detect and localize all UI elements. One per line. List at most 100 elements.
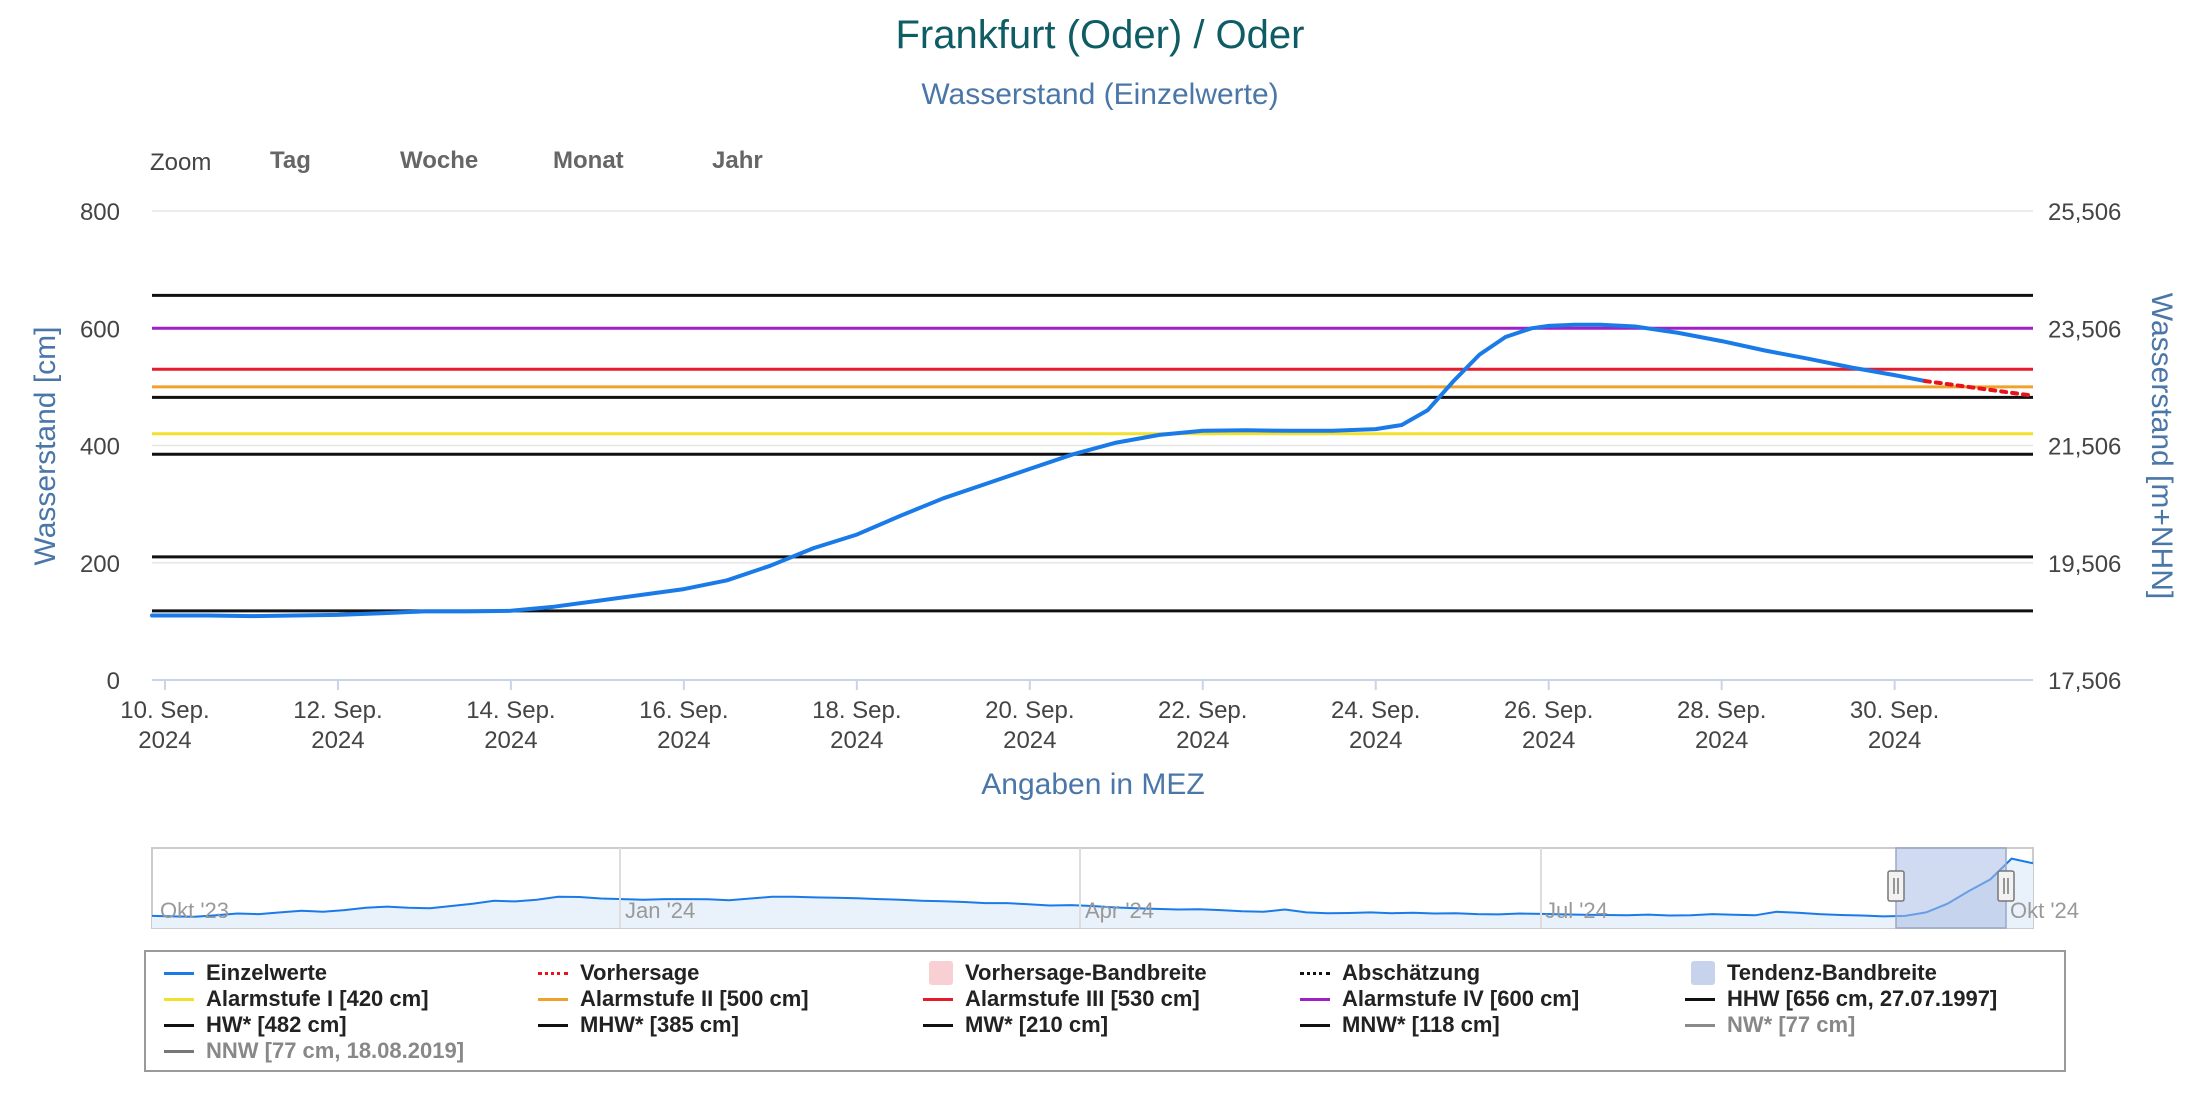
legend-item[interactable]: Alarmstufe IV [600 cm] xyxy=(1298,986,1579,1012)
x-tick-label-year: 2024 xyxy=(1003,727,1056,754)
legend-item[interactable]: HHW [656 cm, 27.07.1997] xyxy=(1683,986,1997,1012)
legend-label: HW* [482 cm] xyxy=(206,1012,347,1037)
legend-symbol xyxy=(162,1012,196,1038)
legend-swatch xyxy=(1685,1024,1715,1027)
x-tick-label: 18. Sep. xyxy=(812,697,901,724)
y-tick-label-left: 600 xyxy=(80,316,120,343)
x-tick-label-year: 2024 xyxy=(1176,727,1229,754)
x-tick-label-year: 2024 xyxy=(311,727,364,754)
forecast-series-line xyxy=(1922,379,2035,398)
legend-item[interactable]: Alarmstufe I [420 cm] xyxy=(162,986,429,1012)
legend-swatch xyxy=(538,998,568,1001)
legend-item[interactable]: Abschätzung xyxy=(1298,960,1480,986)
legend-item[interactable]: Tendenz-Bandbreite xyxy=(1683,960,1937,986)
navigator[interactable]: Okt '23 Jan '24 Apr '24 Jul '24 Okt '24 xyxy=(151,847,2079,929)
zoom-button-monat[interactable]: Monat xyxy=(553,147,624,174)
legend-item[interactable]: Vorhersage xyxy=(536,960,699,986)
series-lines xyxy=(150,322,2035,619)
legend-symbol xyxy=(1298,1012,1332,1038)
x-tick-label: 12. Sep. xyxy=(293,697,382,724)
navigator-selection[interactable] xyxy=(1895,847,2007,929)
y-tick-label-left: 200 xyxy=(80,551,120,578)
legend: Einzelwerte Vorhersage Vorhersage-Bandbrei… xyxy=(144,950,2066,1072)
x-tick-label-year: 2024 xyxy=(138,727,191,754)
legend-item[interactable]: HW* [482 cm] xyxy=(162,1012,347,1038)
legend-label: MHW* [385 cm] xyxy=(580,1012,739,1037)
legend-label: Einzelwerte xyxy=(206,960,328,985)
y-tick-label-left: 0 xyxy=(107,668,120,695)
legend-label: HHW [656 cm, 27.07.1997] xyxy=(1727,986,1998,1011)
measured-series-line xyxy=(150,322,1927,619)
legend-swatch xyxy=(923,998,953,1001)
legend-swatch xyxy=(164,1024,194,1027)
navigator-label: Jan '24 xyxy=(625,898,695,923)
zoom-button-woche[interactable]: Woche xyxy=(400,147,478,174)
y-tick-label-right: 19,506 xyxy=(2048,551,2121,578)
x-tick-label: 24. Sep. xyxy=(1331,697,1420,724)
legend-item[interactable]: MW* [210 cm] xyxy=(921,1012,1108,1038)
y-tick-label-left: 800 xyxy=(80,199,120,226)
legend-swatch xyxy=(1300,998,1330,1001)
x-tick-label: 30. Sep. xyxy=(1850,697,1939,724)
legend-item[interactable]: MNW* [118 cm] xyxy=(1298,1012,1500,1038)
x-tick-label: 28. Sep. xyxy=(1677,697,1766,724)
y-axis-left-label: Wasserstand [cm] xyxy=(29,327,62,566)
y-tick-label-right: 23,506 xyxy=(2048,316,2121,343)
x-axis-label: Angaben in MEZ xyxy=(981,768,1204,801)
x-tick-label-year: 2024 xyxy=(1868,727,1921,754)
legend-label: NNW [77 cm, 18.08.2019] xyxy=(206,1038,465,1063)
x-tick-label: 16. Sep. xyxy=(639,697,728,724)
legend-symbol xyxy=(536,1012,570,1038)
legend-label: MNW* [118 cm] xyxy=(1342,1012,1500,1037)
legend-item[interactable]: Einzelwerte xyxy=(162,960,327,986)
navigator-handle-body[interactable] xyxy=(1887,870,1905,902)
legend-label: Alarmstufe IV [600 cm] xyxy=(1342,986,1580,1011)
legend-symbol xyxy=(1683,986,1717,1012)
navigator-handle[interactable] xyxy=(1997,870,2015,902)
navigator-series-line xyxy=(151,857,2034,918)
legend-symbol xyxy=(921,960,955,986)
x-tick-label-year: 2024 xyxy=(1695,727,1748,754)
legend-swatch xyxy=(1300,972,1330,975)
legend-swatch xyxy=(164,1050,194,1053)
legend-symbol xyxy=(1298,960,1332,986)
x-tick-label: 10. Sep. xyxy=(120,697,209,724)
zoom-button-jahr[interactable]: Jahr xyxy=(712,147,763,174)
legend-swatch xyxy=(164,972,194,975)
legend-symbol xyxy=(1683,960,1717,986)
y-axis-right-label: Wasserstand [m+NHN] xyxy=(2145,293,2178,599)
legend-label: Vorhersage-Bandbreite xyxy=(965,960,1207,985)
legend-item[interactable]: MHW* [385 cm] xyxy=(536,1012,739,1038)
legend-swatch xyxy=(1685,998,1715,1001)
legend-symbol xyxy=(921,1012,955,1038)
legend-swatch xyxy=(1691,961,1715,985)
zoom-button-tag[interactable]: Tag xyxy=(270,147,311,174)
x-tick-label-year: 2024 xyxy=(657,727,710,754)
x-axis: 10. Sep. 2024 12. Sep. 2024 14. Sep. 2024 16. … xyxy=(120,680,1939,754)
legend-swatch xyxy=(923,1024,953,1027)
y-tick-label-right: 25,506 xyxy=(2048,199,2121,226)
legend-label: Tendenz-Bandbreite xyxy=(1727,960,1937,985)
navigator-area xyxy=(152,858,2033,928)
legend-label: Alarmstufe I [420 cm] xyxy=(206,986,429,1011)
x-tick-label: 22. Sep. xyxy=(1158,697,1247,724)
legend-symbol xyxy=(162,1038,196,1064)
y-tick-label-right: 17,506 xyxy=(2048,668,2121,695)
threshold-lines xyxy=(152,293,2033,613)
legend-label: Vorhersage xyxy=(580,960,700,985)
x-tick-label: 26. Sep. xyxy=(1504,697,1593,724)
navigator-handle[interactable] xyxy=(1887,870,1905,902)
legend-label: NW* [77 cm] xyxy=(1727,1012,1856,1037)
legend-swatch xyxy=(538,1024,568,1027)
navigator-handle-body[interactable] xyxy=(1997,870,2015,902)
legend-item[interactable]: Alarmstufe III [530 cm] xyxy=(921,986,1200,1012)
navigator-label: Apr '24 xyxy=(1085,898,1154,923)
legend-symbol xyxy=(1298,986,1332,1012)
legend-item[interactable]: Vorhersage-Bandbreite xyxy=(921,960,1207,986)
legend-item[interactable]: Alarmstufe II [500 cm] xyxy=(536,986,809,1012)
legend-item[interactable]: NNW [77 cm, 18.08.2019] xyxy=(162,1038,464,1064)
legend-item[interactable]: NW* [77 cm] xyxy=(1683,1012,1855,1038)
legend-symbol xyxy=(162,986,196,1012)
navigator-label: Okt '24 xyxy=(2010,898,2079,923)
chart-subtitle: Wasserstand (Einzelwerte) xyxy=(921,78,1278,111)
